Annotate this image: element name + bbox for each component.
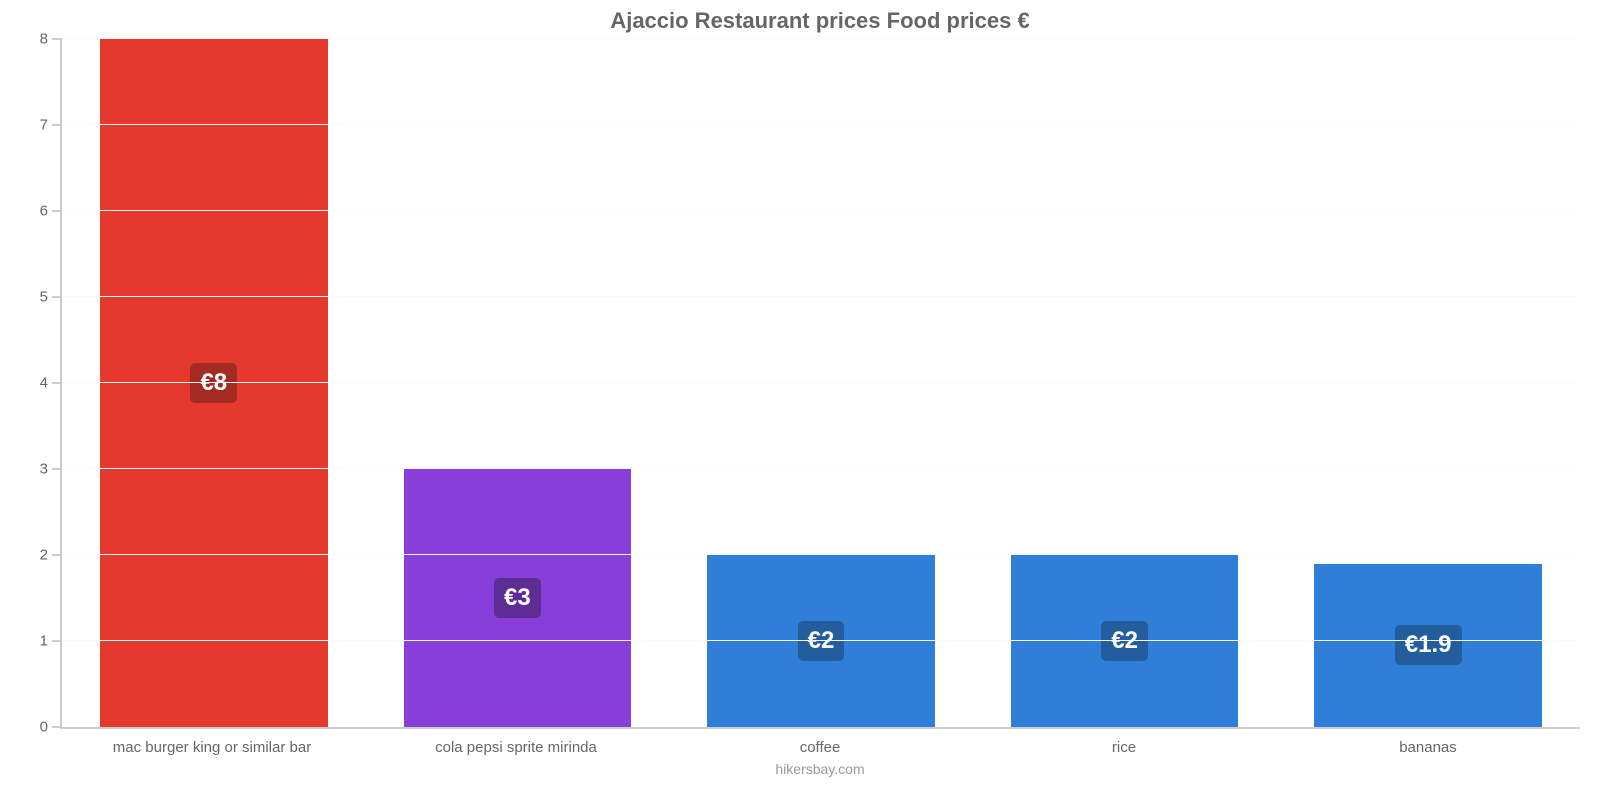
gridline <box>62 640 1580 641</box>
chart-title: Ajaccio Restaurant prices Food prices € <box>60 8 1580 34</box>
value-badge: €2 <box>1101 621 1148 661</box>
bar-slot: €2 <box>973 39 1277 727</box>
gridline <box>62 38 1580 39</box>
x-tick-label: bananas <box>1276 739 1580 756</box>
bar-slot: €2 <box>669 39 973 727</box>
x-tick-label: cola pepsi sprite mirinda <box>364 739 668 756</box>
y-tick-label: 8 <box>40 31 62 48</box>
y-tick-label: 2 <box>40 547 62 564</box>
gridline <box>62 554 1580 555</box>
y-tick-label: 7 <box>40 117 62 134</box>
chart-container: Ajaccio Restaurant prices Food prices € … <box>0 0 1600 800</box>
bar: €3 <box>404 469 632 727</box>
gridline <box>62 124 1580 125</box>
bar: €2 <box>707 555 935 727</box>
y-tick-label: 5 <box>40 289 62 306</box>
x-tick-label: coffee <box>668 739 972 756</box>
bar-slot: €3 <box>366 39 670 727</box>
bar-group: €8 €3 €2 €2 €1.9 <box>62 39 1580 727</box>
x-tick-label: mac burger king or similar bar <box>60 739 364 756</box>
y-tick-label: 1 <box>40 633 62 650</box>
gridline <box>62 210 1580 211</box>
y-tick-label: 4 <box>40 375 62 392</box>
value-badge: €8 <box>190 363 237 403</box>
bar: €2 <box>1011 555 1239 727</box>
value-badge: €1.9 <box>1395 625 1462 665</box>
bar-slot: €8 <box>62 39 366 727</box>
x-tick-label: rice <box>972 739 1276 756</box>
bar-slot: €1.9 <box>1276 39 1580 727</box>
source-label: hikersbay.com <box>60 761 1580 777</box>
y-tick-label: 3 <box>40 461 62 478</box>
y-tick-label: 0 <box>40 719 62 736</box>
y-tick-label: 6 <box>40 203 62 220</box>
x-axis-labels: mac burger king or similar barcola pepsi… <box>60 739 1580 756</box>
bar: €1.9 <box>1314 564 1542 727</box>
plot-area: €8€3€2€2€1.9 012345678 <box>60 39 1580 729</box>
value-badge: €3 <box>494 578 541 618</box>
gridline <box>62 382 1580 383</box>
gridline <box>62 468 1580 469</box>
gridline <box>62 296 1580 297</box>
value-badge: €2 <box>798 621 845 661</box>
bar: €8 <box>100 39 328 727</box>
